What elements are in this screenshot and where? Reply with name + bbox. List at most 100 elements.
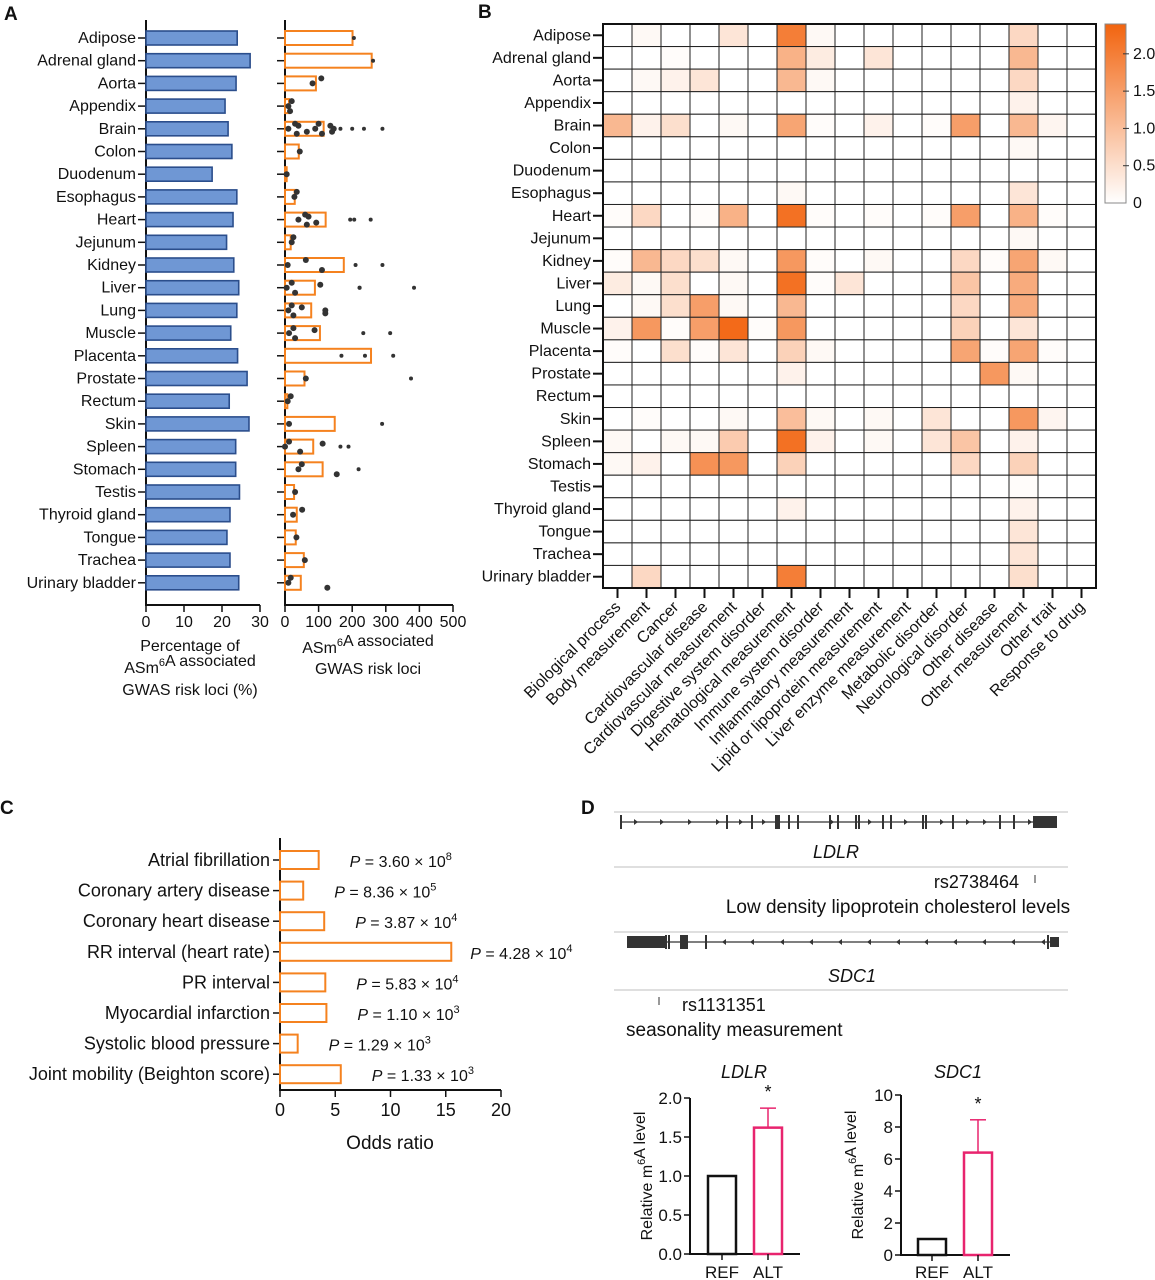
heatmap-cell <box>805 203 836 228</box>
ldlr-exon <box>620 815 622 829</box>
heatmap-cell <box>863 339 894 363</box>
x-tick-label: 0 <box>142 614 151 631</box>
sdc1-exon <box>1047 935 1049 949</box>
heatmap-cell <box>602 181 633 205</box>
p-value-label: P = 4.28 × 104 <box>470 943 572 963</box>
row-label: Skin <box>560 411 591 428</box>
heatmap-cell <box>660 181 691 205</box>
heatmap-cell <box>1037 113 1068 138</box>
heatmap-cell <box>718 68 749 93</box>
bar <box>284 120 325 137</box>
trait-label: Low density lipoprotein cholesterol leve… <box>726 897 1070 918</box>
row-label: Jejunum <box>531 230 591 247</box>
heatmap-cell <box>631 203 662 228</box>
heatmap-cell <box>718 407 749 431</box>
heatmap-cell <box>863 497 894 521</box>
x-tick-label: 400 <box>406 614 433 631</box>
heatmap-cell <box>1008 384 1039 409</box>
heatmap-cell <box>776 361 807 386</box>
row-label: Thyroid gland <box>494 501 591 518</box>
bar <box>145 461 237 478</box>
data-point <box>361 126 366 131</box>
category-label: Duodenum <box>58 166 136 183</box>
category-label: Adipose <box>78 30 136 47</box>
data-point <box>287 108 294 115</box>
heatmap-cell <box>805 226 836 251</box>
heatmap-cell <box>689 158 720 183</box>
heatmap-cell <box>921 452 952 476</box>
category-label: Trachea <box>78 552 136 569</box>
bar <box>279 1033 299 1054</box>
heatmap-cell <box>718 474 749 499</box>
heatmap-cell <box>602 203 633 228</box>
bar <box>145 370 248 387</box>
direction-arrow-icon <box>1011 939 1015 945</box>
heatmap-cell <box>631 407 662 431</box>
heatmap-cell <box>1037 407 1068 431</box>
data-point <box>286 438 293 445</box>
data-point <box>330 125 337 132</box>
heatmap-cell <box>718 384 749 409</box>
category-label: Brain <box>99 121 136 138</box>
data-point <box>361 331 366 336</box>
bar-alt <box>962 1151 994 1257</box>
heatmap-cell <box>776 136 807 160</box>
x-tick-label: 0 <box>281 614 290 631</box>
heatmap-cell <box>602 564 633 589</box>
category-label: Systolic blood pressure <box>84 1034 270 1054</box>
heatmap-cell <box>1037 68 1068 93</box>
heatmap-cell <box>950 519 981 544</box>
heatmap-cell <box>1066 158 1097 183</box>
heatmap-cell <box>805 136 836 160</box>
heatmap-cell <box>950 339 981 363</box>
heatmap-cell <box>950 249 981 273</box>
heatmap-cell <box>892 497 923 521</box>
colorbar-tick-label: 0 <box>1133 195 1142 212</box>
heatmap-cell <box>892 474 923 499</box>
x-tick-label: 100 <box>305 614 332 631</box>
heatmap-cell <box>631 23 662 48</box>
gene-label-ldlr: LDLR <box>813 842 859 862</box>
heatmap-cell <box>1037 91 1068 115</box>
heatmap-cell <box>834 271 865 296</box>
colorbar-tick-label: 2.0 <box>1133 46 1155 63</box>
heatmap-cell <box>1066 474 1097 499</box>
data-point <box>338 444 343 449</box>
panel-d-gene-tracks: LDLR rs2738464 Low density lipoprotein cho… <box>614 811 1070 1041</box>
bar <box>279 972 327 993</box>
row-label: Heart <box>552 208 592 225</box>
p-value-label: P = 3.60 × 108 <box>350 851 452 871</box>
heatmap-cell <box>834 429 865 454</box>
heatmap-cell <box>1037 564 1068 589</box>
heatmap-cell <box>1008 68 1039 93</box>
row-label: Muscle <box>540 321 591 338</box>
bar <box>284 415 336 432</box>
ldlr-exon <box>855 815 857 829</box>
x-tick-label: 0 <box>275 1100 285 1120</box>
row-label: Urinary bladder <box>482 569 592 586</box>
heatmap-cell <box>805 429 836 454</box>
heatmap-cell <box>863 68 894 93</box>
data-point <box>338 126 343 131</box>
heatmap-cell <box>979 519 1010 544</box>
heatmap-cell <box>1037 361 1068 386</box>
p-value-label: P = 8.36 × 105 <box>334 882 436 902</box>
heatmap-cell <box>776 429 807 454</box>
bar <box>284 506 298 523</box>
y-tick-label: 2 <box>884 1214 893 1233</box>
significance-asterisk: * <box>764 1082 771 1102</box>
heatmap-cell <box>979 361 1010 386</box>
heatmap-cell <box>660 203 691 228</box>
heatmap-cell <box>631 519 662 544</box>
heatmap-cell <box>718 497 749 521</box>
heatmap-cell <box>834 136 865 160</box>
heatmap-cell <box>950 271 981 296</box>
bar <box>145 347 239 364</box>
row-label: Lung <box>555 298 591 315</box>
heatmap-cell <box>805 158 836 183</box>
heatmap-cell <box>602 474 633 499</box>
row-label: Tongue <box>539 524 592 541</box>
y-tick-label: 10 <box>874 1086 893 1105</box>
data-point <box>288 98 295 105</box>
heatmap-cell <box>776 339 807 363</box>
